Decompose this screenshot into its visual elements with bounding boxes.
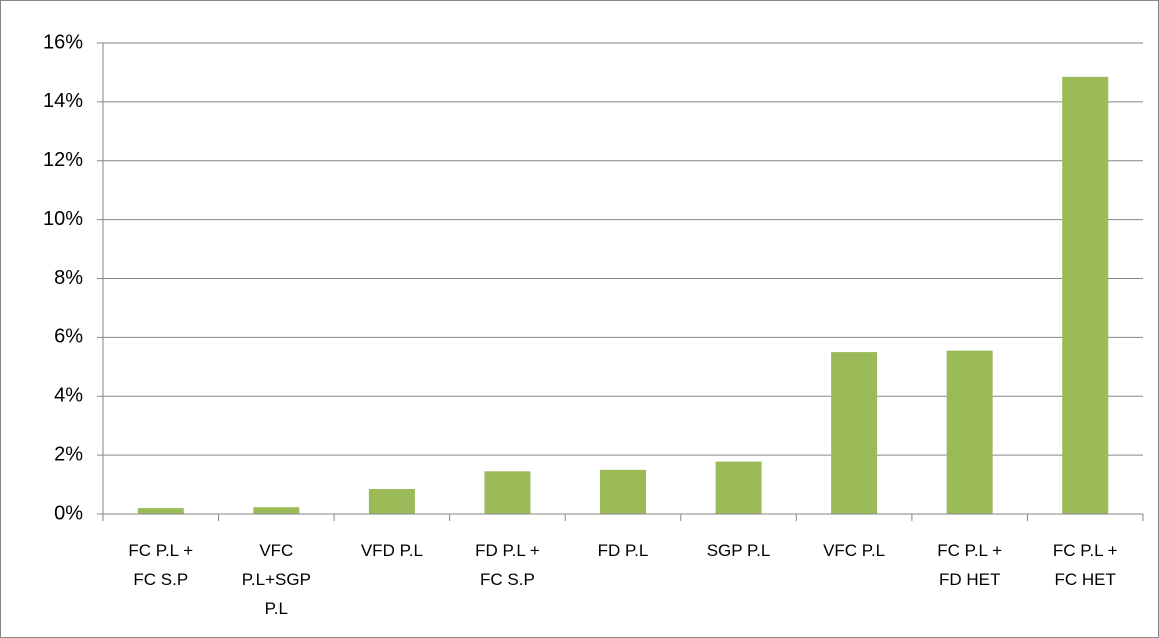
bar xyxy=(484,471,531,514)
y-tick-label: 2% xyxy=(54,443,83,465)
bar xyxy=(946,350,993,514)
y-tick-label: 16% xyxy=(43,31,83,53)
bar xyxy=(715,461,762,514)
x-tick-label: FC P.L + FC HET xyxy=(1053,541,1118,589)
y-tick-label: 12% xyxy=(43,149,83,171)
y-tick-label: 8% xyxy=(54,267,83,289)
y-tick-label: 10% xyxy=(43,208,83,230)
y-tick-label: 6% xyxy=(54,326,83,348)
bar xyxy=(368,488,415,514)
bar xyxy=(253,507,300,514)
bar xyxy=(137,508,184,514)
x-tick-label: VFD P.L xyxy=(361,541,423,560)
x-tick-label: FD P.L xyxy=(598,541,649,560)
x-tick-label: VFC P.L xyxy=(823,541,885,560)
x-tick-label: FC P.L + FD HET xyxy=(937,541,1002,589)
y-tick-label: 0% xyxy=(54,502,83,524)
y-tick-label: 4% xyxy=(54,385,83,407)
x-tick-label: VFC P.L+SGP P.L xyxy=(242,541,311,618)
y-tick-label: 14% xyxy=(43,90,83,112)
x-tick-label: FD P.L + FC S.P xyxy=(475,541,540,589)
x-tick-label: FC P.L + FC S.P xyxy=(128,541,193,589)
bar xyxy=(1062,76,1109,515)
bar xyxy=(600,469,646,514)
bar xyxy=(831,352,878,514)
x-tick-label: SGP P.L xyxy=(707,541,771,560)
